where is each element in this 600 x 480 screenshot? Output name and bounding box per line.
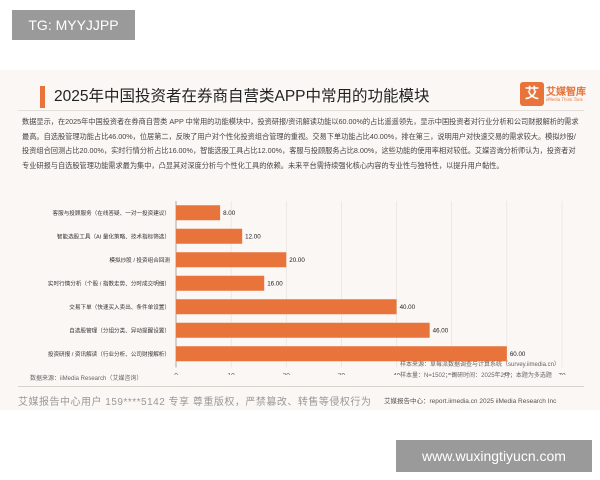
category-label: 模拟炒股 / 投资组合回测	[109, 256, 170, 264]
x-tick-label: 40	[393, 373, 401, 376]
x-tick-label: 50	[448, 373, 456, 376]
bar	[176, 252, 287, 268]
chart-title: 2025年中国投资者在券商自营类APP中常用的功能模块	[54, 88, 430, 105]
sample-size-line: 样本量：N=1502；调研时间：2025年2月；本题为多选题	[400, 372, 552, 379]
category-label: 实时行情分析（个股 / 指数走势、分时成交明细）	[48, 279, 170, 287]
value-label: 12.00	[245, 233, 261, 240]
x-tick-label: 20	[283, 373, 291, 376]
x-tick-label: 70	[558, 373, 566, 376]
telegram-badge: TG: MYYJJPP	[12, 10, 135, 40]
bar	[176, 346, 507, 362]
bar	[176, 275, 265, 291]
value-label: 20.00	[289, 257, 305, 264]
x-tick-label: 30	[338, 373, 346, 376]
category-label: 自选股管理（分组分类、异动提醒设置）	[69, 326, 170, 334]
iimedia-logo-icon: 艾	[520, 82, 544, 106]
bar	[176, 228, 243, 244]
bar-chart: 0 10 20 30 40 50 60 70 客服与投顾服务（在线答疑、一对一投资建议） 8.00…	[48, 201, 566, 376]
category-label: 智能选股工具（AI 量化策略、技术指标筛选）	[57, 232, 170, 240]
category-label: 投资研报 / 资讯解读（行业分析、公司财报解析）	[48, 350, 170, 358]
category-label: 客服与投顾服务（在线答疑、一对一投资建议）	[53, 209, 170, 217]
title-accent-bar	[40, 86, 45, 108]
report-center-link[interactable]: 艾媒报告中心：report.iimedia.cn 2025 iiMedia Re…	[384, 398, 557, 405]
website-watermark: www.wuxingtiyucn.com	[396, 440, 592, 472]
description-text: 数据显示，在2025年中国投资者在券商自营类 APP 中常用的功能模块中，投资研…	[22, 117, 579, 170]
value-label: 8.00	[223, 210, 236, 217]
x-tick-label: 60	[503, 373, 511, 376]
bar	[176, 299, 397, 315]
copyright-notice: 艾媒报告中心用户 159****5142 专享 尊重版权，严禁篡改、转售等侵权行…	[18, 397, 372, 408]
logo-subtitle: iiMedia Think Tank	[546, 97, 583, 102]
bar	[176, 205, 221, 221]
value-label: 46.00	[433, 327, 449, 334]
value-label: 16.00	[267, 280, 283, 287]
footer-divider	[18, 386, 584, 387]
sample-source-line: 样本来源：草莓派数据调查与计算系统（survey.iimedia.cn）	[400, 362, 560, 368]
sample-source-note: 样本来源：草莓派数据调查与计算系统（survey.iimedia.cn） 样本量…	[400, 360, 560, 381]
data-source: 数据来源：iiMedia Research（艾媒咨询）	[30, 376, 143, 382]
x-tick-label: 10	[228, 373, 236, 376]
logo-name: 艾媒智库	[546, 87, 586, 98]
value-label: 60.00	[510, 351, 526, 358]
bar	[176, 322, 430, 338]
x-tick-label: 0	[174, 373, 178, 376]
value-label: 40.00	[400, 304, 416, 311]
category-label: 交易下单（快速买入卖出、条件单设置）	[69, 303, 170, 311]
title-divider	[18, 110, 584, 111]
